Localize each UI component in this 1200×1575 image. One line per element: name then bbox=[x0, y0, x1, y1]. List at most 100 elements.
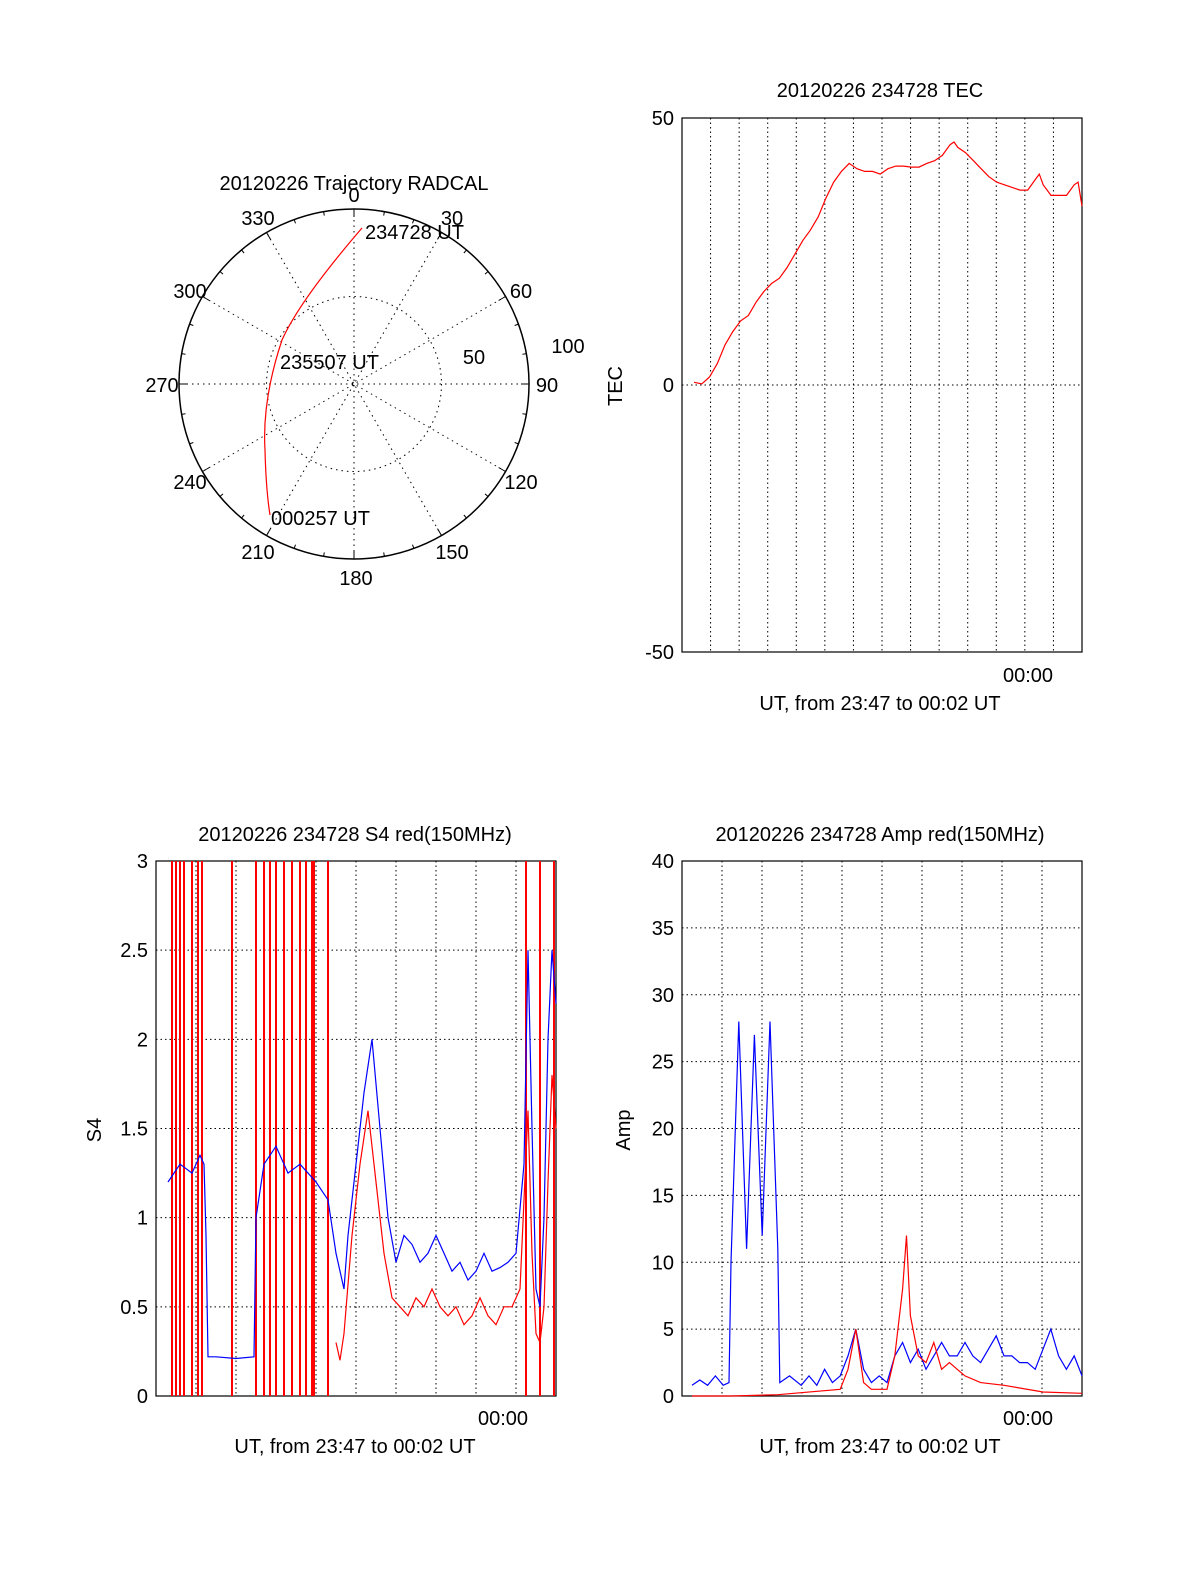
polar-tick bbox=[241, 514, 245, 519]
polar-tick bbox=[383, 211, 385, 216]
y-tick-label: 0 bbox=[663, 375, 674, 397]
y-tick-label: 40 bbox=[652, 851, 674, 873]
polar-tick bbox=[202, 296, 210, 301]
azimuth-label: 60 bbox=[510, 281, 532, 303]
polar-spoke bbox=[202, 296, 506, 472]
s4-title: 20120226 234728 S4 red(150MHz) bbox=[198, 824, 512, 846]
polar-tick bbox=[202, 467, 210, 472]
azimuth-label: 240 bbox=[173, 472, 206, 494]
annotation-start: 234728 UT bbox=[365, 222, 464, 244]
polar-tick bbox=[412, 544, 415, 549]
y-tick-label: 0.5 bbox=[120, 1297, 148, 1319]
polar-tick bbox=[266, 232, 271, 240]
azimuth-label: 180 bbox=[339, 568, 372, 590]
tec-ylabel: TEC bbox=[605, 366, 627, 406]
y-tick-label: 35 bbox=[652, 918, 674, 940]
polar-tick bbox=[522, 353, 527, 355]
tec-panel: 20120226 234728 TEC 50 0 -50 TEC 00:00 UT,… bbox=[605, 80, 1083, 715]
polar-tick bbox=[219, 493, 224, 497]
polar-spoke bbox=[202, 296, 506, 472]
polar-tick bbox=[484, 271, 489, 275]
polar-labels: 0 30 60 90 120 150 180 210 240 270 300 330 50 100 bbox=[145, 185, 584, 590]
polar-tick bbox=[181, 413, 186, 415]
polar-tick bbox=[323, 552, 325, 557]
azimuth-label: 330 bbox=[241, 208, 274, 230]
polar-tick bbox=[293, 544, 296, 549]
polar-tick bbox=[522, 413, 527, 415]
tec-xlabel: UT, from 23:47 to 00:02 UT bbox=[759, 693, 1000, 715]
s4-plot-area bbox=[155, 860, 557, 1397]
azimuth-label: 0 bbox=[348, 185, 359, 207]
polar-title: 20120226 Trajectory RADCAL bbox=[219, 173, 488, 195]
y-tick-label: 15 bbox=[652, 1185, 674, 1207]
s4-panel: 20120226 234728 S4 red(150MHz) 0 0.5 1 1.5 2… bbox=[84, 824, 557, 1458]
y-tick-label: -50 bbox=[645, 642, 674, 664]
annotation-middle: 235507 UT bbox=[280, 352, 379, 374]
polar-tick bbox=[189, 323, 194, 326]
polar-panel: 20120226 Trajectory RADCAL 0 30 60 90 120 150… bbox=[145, 173, 584, 590]
y-tick-label: 1.5 bbox=[120, 1119, 148, 1141]
y-tick-label: 1 bbox=[137, 1208, 148, 1230]
polar-tick bbox=[412, 219, 415, 224]
amp-xtick-label: 00:00 bbox=[1003, 1408, 1053, 1430]
y-tick-label: 30 bbox=[652, 985, 674, 1007]
polar-tick bbox=[498, 467, 506, 472]
y-tick-label: 10 bbox=[652, 1252, 674, 1274]
polar-tick bbox=[323, 211, 325, 216]
s4-ylabel: S4 bbox=[84, 1118, 106, 1142]
tec-title: 20120226 234728 TEC bbox=[777, 80, 983, 102]
polar-grid bbox=[178, 208, 530, 560]
amp-yticks: 0 5 10 15 20 25 30 35 40 bbox=[652, 851, 674, 1408]
y-tick-label: 25 bbox=[652, 1052, 674, 1074]
s4-xlabel: UT, from 23:47 to 00:02 UT bbox=[234, 1436, 475, 1458]
polar-tick bbox=[514, 442, 519, 445]
polar-tick bbox=[463, 249, 467, 254]
y-tick-label: 2.5 bbox=[120, 940, 148, 962]
y-tick-label: 0 bbox=[663, 1386, 674, 1408]
y-tick-label: 50 bbox=[652, 108, 674, 130]
azimuth-label: 90 bbox=[536, 375, 558, 397]
polar-tick bbox=[437, 232, 442, 240]
amp-red-series bbox=[692, 1235, 1083, 1397]
polar-tick bbox=[266, 528, 271, 536]
s4-blue-series bbox=[167, 950, 557, 1360]
polar-tick bbox=[181, 353, 186, 355]
polar-tick bbox=[484, 493, 489, 497]
radial-label: 100 bbox=[551, 336, 584, 358]
amp-panel: 20120226 234728 Amp red(150MHz) 0 5 10 15 20… bbox=[613, 824, 1083, 1458]
y-tick-label: 3 bbox=[137, 851, 148, 873]
polar-spoke bbox=[266, 232, 442, 536]
tec-xtick-label: 00:00 bbox=[1003, 665, 1053, 687]
s4-xtick-label: 00:00 bbox=[478, 1408, 528, 1430]
amp-xlabel: UT, from 23:47 to 00:02 UT bbox=[759, 1436, 1000, 1458]
azimuth-label: 30 bbox=[441, 208, 463, 230]
polar-tick bbox=[498, 296, 506, 301]
s4-yticks: 0 0.5 1 1.5 2 2.5 3 bbox=[120, 851, 148, 1408]
y-tick-label: 20 bbox=[652, 1119, 674, 1141]
polar-tick bbox=[463, 514, 467, 519]
annotation-end: 000257 UT bbox=[271, 508, 370, 530]
amp-plot-area bbox=[681, 860, 1083, 1397]
polar-tick bbox=[293, 219, 296, 224]
trajectory-line bbox=[264, 227, 363, 516]
polar-tick bbox=[383, 552, 385, 557]
azimuth-label: 270 bbox=[145, 375, 178, 397]
s4-red-spikes bbox=[171, 861, 555, 1396]
tec-plot-area bbox=[681, 117, 1083, 653]
polar-spoke bbox=[266, 232, 442, 536]
tec-series-line bbox=[693, 141, 1083, 385]
polar-tick bbox=[437, 528, 442, 536]
azimuth-label: 300 bbox=[173, 281, 206, 303]
polar-inner-circle bbox=[266, 296, 442, 472]
amp-title: 20120226 234728 Amp red(150MHz) bbox=[715, 824, 1044, 846]
amp-ylabel: Amp bbox=[613, 1109, 635, 1150]
amp-blue-series bbox=[691, 1021, 1083, 1387]
polar-tick bbox=[219, 271, 224, 275]
polar-tick bbox=[514, 323, 519, 326]
s4-red-series bbox=[335, 1074, 557, 1361]
azimuth-label: 150 bbox=[435, 542, 468, 564]
azimuth-label: 210 bbox=[241, 542, 274, 564]
y-tick-label: 0 bbox=[137, 1386, 148, 1408]
azimuth-label: 120 bbox=[504, 472, 537, 494]
